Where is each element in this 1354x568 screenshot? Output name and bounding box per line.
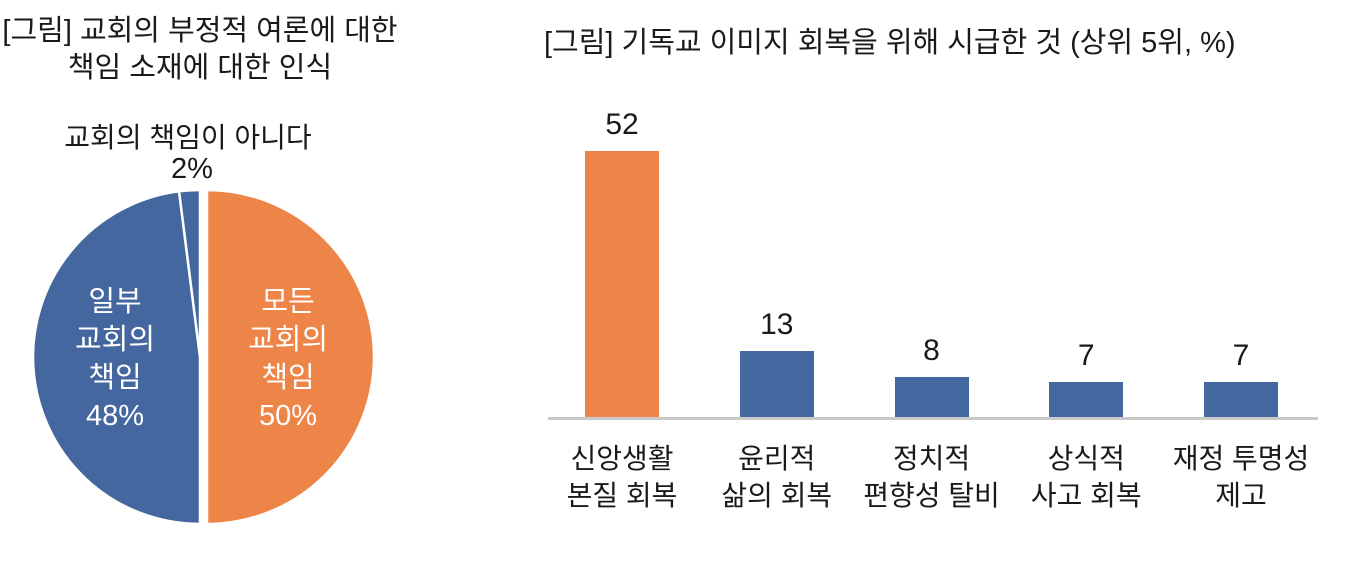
bar-category-label-4: 재정 투명성 제고 [1172, 443, 1310, 511]
pie-chart-title: [그림] 교회의 부정적 여론에 대한 책임 소재에 대한 인식 [2, 15, 398, 84]
bar-chart-title: [그림] 기독교 이미지 회복을 위해 시급한 것 (상위 5위, %) [544, 27, 1236, 59]
pie-slice-2 [177, 188, 202, 358]
bar-3 [1049, 382, 1124, 418]
bar-value-label-4: 7 [1232, 339, 1250, 373]
bar-4 [1204, 382, 1278, 418]
bar-category-label-3: 상식적 사고 회복 [1030, 443, 1142, 511]
bar-category-label-2: 정치적 편향성 탈비 [863, 443, 1000, 511]
bar-value-label-3: 7 [1077, 339, 1095, 373]
bar-value-label-0: 52 [605, 107, 639, 141]
pie-slice-0 [205, 188, 376, 526]
pie-slice-label-all-churches: 모든 교회의 책임 50% [247, 286, 329, 432]
pie-callout-value: 2% [171, 153, 213, 185]
x-axis-line [548, 417, 1318, 420]
pie-callout-label: 교회의 책임이 아니다 [64, 122, 312, 153]
bar-2 [894, 376, 969, 418]
bar-1 [739, 351, 814, 418]
bar-value-label-1: 13 [760, 308, 794, 342]
bar-value-label-2: 8 [923, 333, 940, 367]
bar-category-label-0: 신앙생활 본질 회복 [566, 443, 678, 511]
bar-0 [585, 150, 659, 418]
pie-chart [31, 188, 376, 526]
pie-slice-1 [31, 189, 202, 526]
bar-category-label-1: 윤리적 삶의 회복 [721, 443, 833, 511]
pie-slice-label-some-churches: 일부 교회의 책임 48% [74, 286, 156, 432]
